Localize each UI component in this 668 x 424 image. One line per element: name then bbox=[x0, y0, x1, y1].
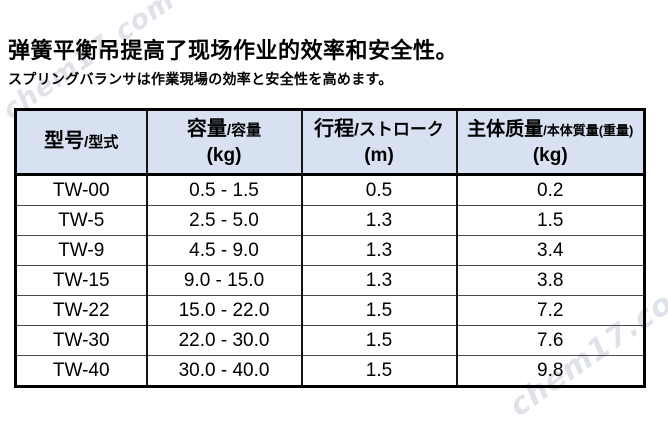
col-header-stroke: 行程/ストローク (m) bbox=[300, 109, 457, 176]
col-header-weight-unit: (kg) bbox=[532, 144, 568, 166]
cell-capacity: 0.5 - 1.5 bbox=[145, 174, 302, 206]
page-subtitle: スプリングバランサは作業現場の効率と安全性を高めます。 bbox=[8, 71, 393, 87]
cell-model: TW-22 bbox=[15, 295, 147, 326]
cell-weight: 7.6 bbox=[455, 325, 645, 356]
table-row: TW-22 15.0 - 22.0 1.5 7.2 bbox=[15, 295, 645, 326]
cell-weight: 3.8 bbox=[455, 265, 645, 296]
header-row: 型号/型式 容量/容量 (kg) 行程/ストローク (m) 主体质量/本体質量(… bbox=[15, 109, 645, 176]
col-header-stroke-main: 行程 bbox=[314, 118, 355, 140]
cell-stroke: 1.5 bbox=[300, 355, 457, 387]
cell-capacity: 30.0 - 40.0 bbox=[145, 355, 302, 387]
cell-weight: 0.2 bbox=[455, 174, 645, 206]
col-header-model-sub: /型式 bbox=[84, 134, 119, 151]
cell-model: TW-15 bbox=[15, 265, 147, 296]
col-header-stroke-sub: /ストローク bbox=[354, 120, 444, 139]
cell-stroke: 1.3 bbox=[300, 235, 457, 266]
table-row: TW-9 4.5 - 9.0 1.3 3.4 bbox=[15, 235, 645, 266]
cell-model: TW-5 bbox=[15, 205, 147, 236]
spec-table-body: TW-00 0.5 - 1.5 0.5 0.2 TW-5 2.5 - 5.0 1… bbox=[15, 174, 645, 387]
table-row: TW-15 9.0 - 15.0 1.3 3.8 bbox=[15, 265, 645, 296]
col-header-capacity: 容量/容量 (kg) bbox=[145, 109, 302, 176]
cell-capacity: 2.5 - 5.0 bbox=[145, 205, 302, 236]
col-header-model: 型号/型式 bbox=[15, 109, 147, 176]
cell-model: TW-9 bbox=[15, 235, 147, 266]
cell-weight: 7.2 bbox=[455, 295, 645, 326]
col-header-weight: 主体质量/本体質量(重量) (kg) bbox=[455, 109, 645, 176]
table-row: TW-00 0.5 - 1.5 0.5 0.2 bbox=[16, 174, 645, 206]
col-header-model-main: 型号 bbox=[44, 130, 85, 152]
col-header-capacity-sub: /容量 bbox=[226, 122, 262, 139]
cell-weight: 3.4 bbox=[455, 235, 645, 266]
col-header-weight-sub: /本体質量(重量) bbox=[543, 122, 634, 138]
col-header-weight-main: 主体质量 bbox=[467, 118, 544, 140]
cell-model: TW-00 bbox=[52, 179, 110, 201]
cell-capacity: 9.0 - 15.0 bbox=[145, 265, 302, 296]
cell-model: TW-40 bbox=[15, 355, 147, 387]
spec-table: 型号/型式 容量/容量 (kg) 行程/ストローク (m) 主体质量/本体質量(… bbox=[14, 108, 646, 388]
cell-capacity: 4.5 - 9.0 bbox=[145, 235, 302, 266]
cell-capacity: 22.0 - 30.0 bbox=[145, 325, 302, 356]
page-title: 弹簧平衡吊提高了现场作业的效率和安全性。 bbox=[8, 38, 459, 63]
cell-weight: 9.8 bbox=[455, 355, 645, 387]
cell-stroke: 1.3 bbox=[300, 265, 457, 296]
cell-capacity: 15.0 - 22.0 bbox=[145, 295, 302, 326]
cell-stroke: 1.5 bbox=[300, 325, 457, 356]
spec-table-header: 型号/型式 容量/容量 (kg) 行程/ストローク (m) 主体质量/本体質量(… bbox=[15, 109, 645, 176]
cell-stroke: 0.5 bbox=[300, 174, 457, 206]
table-row: TW-30 22.0 - 30.0 1.5 7.6 bbox=[15, 325, 645, 356]
table-row: TW-40 30.0 - 40.0 1.5 9.8 bbox=[15, 355, 645, 387]
cell-model: TW-30 bbox=[15, 325, 147, 356]
cell-stroke: 1.3 bbox=[300, 205, 457, 236]
cell-stroke: 1.5 bbox=[300, 295, 457, 326]
col-header-capacity-unit: (kg) bbox=[206, 145, 242, 166]
cell-weight: 1.5 bbox=[455, 205, 645, 236]
col-header-stroke-unit: (m) bbox=[364, 145, 394, 166]
col-header-capacity-main: 容量 bbox=[186, 118, 227, 140]
table-row: TW-5 2.5 - 5.0 1.3 1.5 bbox=[15, 205, 645, 236]
